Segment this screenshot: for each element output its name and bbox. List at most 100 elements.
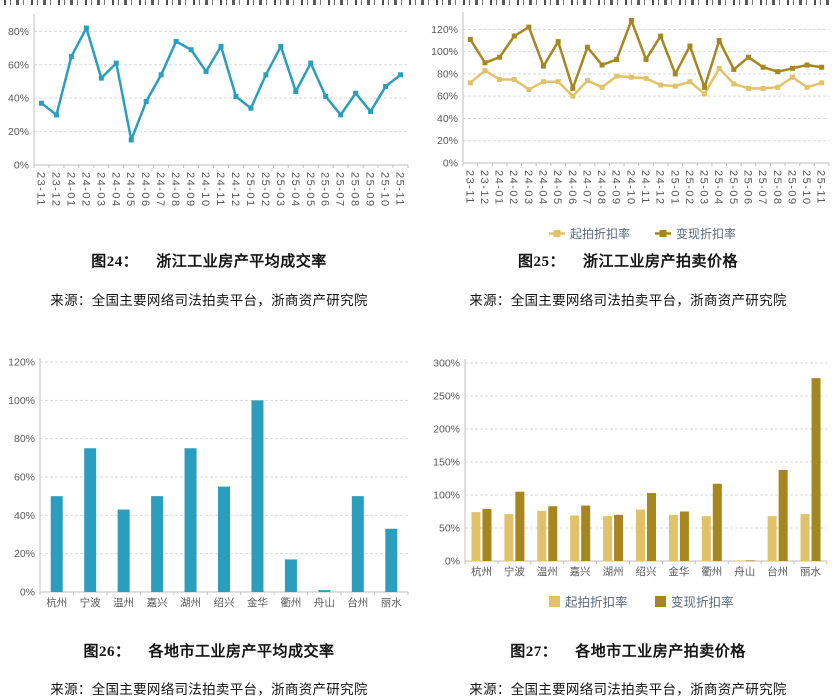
svg-text:24-03: 24-03 <box>94 172 106 208</box>
bar-chart-city-auction-price: 0% 50% 100% 150% 200% 250% 300% 杭州 宁波 温州 嘉兴 湖州 绍兴 金华衢… <box>433 358 828 610</box>
svg-text:25-01: 25-01 <box>668 170 680 206</box>
svg-text:25-05: 25-05 <box>304 172 316 208</box>
svg-text:湖州: 湖州 <box>180 597 201 609</box>
figure-24-panel: 0% 20% 40% 60% 80% 23-11 23-12 24-01 24-02 24-03 2… <box>2 6 416 318</box>
svg-text:0%: 0% <box>443 158 458 170</box>
figure-number: 图24： <box>91 254 139 270</box>
svg-text:20%: 20% <box>437 135 458 147</box>
svg-text:衢州: 衢州 <box>701 566 722 578</box>
line-chart-transaction-rate: 0%20%40%60%80%23-11 23-12 24-01 24-02 24-03 2… <box>8 14 409 208</box>
figure-number: 图25： <box>517 254 565 270</box>
svg-text:100%: 100% <box>8 395 35 407</box>
svg-text:250%: 250% <box>433 391 460 403</box>
svg-text:温州: 温州 <box>113 597 134 609</box>
svg-text:24-10: 24-10 <box>199 172 211 208</box>
svg-text:24-07: 24-07 <box>154 172 166 208</box>
svg-text:60%: 60% <box>14 472 35 484</box>
svg-text:80%: 80% <box>14 433 35 445</box>
svg-text:24-05: 24-05 <box>124 172 136 208</box>
svg-text:25-09: 25-09 <box>785 170 797 206</box>
svg-text:25-05: 25-05 <box>727 170 739 206</box>
figure-title: 浙江工业房产拍卖价格 <box>583 254 739 270</box>
svg-text:100%: 100% <box>431 46 458 58</box>
figure-title: 各地市工业房产平均成交率 <box>148 644 335 660</box>
figure-number: 图26： <box>83 644 131 660</box>
svg-text:40%: 40% <box>437 113 458 125</box>
figure-25-caption: 图25： 浙江工业房产拍卖价格 <box>421 250 835 271</box>
svg-text:25-04: 25-04 <box>289 172 301 208</box>
svg-text:24-09: 24-09 <box>610 170 622 206</box>
svg-text:23-11: 23-11 <box>34 172 46 207</box>
svg-text:20%: 20% <box>8 126 29 138</box>
svg-text:台州: 台州 <box>767 565 788 578</box>
bar-chart-city-transaction-rate: 0% 20% 40% 60% 80% 100% 120% 杭州 宁波 温州 嘉兴 湖州 绍兴 金华 衢州 舟山… <box>8 357 409 609</box>
svg-text:40%: 40% <box>14 510 35 522</box>
svg-text:24-04: 24-04 <box>537 170 549 206</box>
figure-24-caption: 图24： 浙江工业房产平均成交率 <box>2 250 416 271</box>
svg-text:温州: 温州 <box>537 566 558 578</box>
svg-text:25-06: 25-06 <box>319 172 331 208</box>
svg-text:25-10: 25-10 <box>800 170 812 206</box>
svg-text:变现折扣率: 变现折扣率 <box>671 595 734 610</box>
svg-text:衢州: 衢州 <box>280 597 301 609</box>
svg-text:24-02: 24-02 <box>507 170 519 206</box>
svg-text:舟山: 舟山 <box>314 596 335 609</box>
figure-number: 图27： <box>510 644 558 660</box>
figure-25-panel: 0% 20% 40% 60% 80% 100% 120% 23-11 23-12 24-01 24-… <box>421 6 835 318</box>
svg-text:23-12: 23-12 <box>49 172 61 208</box>
svg-text:嘉兴: 嘉兴 <box>147 596 168 609</box>
svg-text:绍兴: 绍兴 <box>636 565 657 578</box>
svg-text:200%: 200% <box>433 424 460 436</box>
svg-text:25-10: 25-10 <box>379 172 391 208</box>
svg-text:丽水: 丽水 <box>381 597 402 609</box>
svg-text:300%: 300% <box>433 358 460 370</box>
svg-text:24-01: 24-01 <box>64 172 76 208</box>
svg-text:25-02: 25-02 <box>259 172 271 208</box>
figure-26-caption: 图26： 各地市工业房产平均成交率 <box>2 640 416 661</box>
svg-text:台州: 台州 <box>347 596 368 609</box>
svg-text:金华: 金华 <box>247 596 268 609</box>
svg-text:40%: 40% <box>8 93 29 105</box>
svg-text:120%: 120% <box>431 24 458 36</box>
svg-text:23-12: 23-12 <box>478 170 490 206</box>
svg-text:24-06: 24-06 <box>139 172 151 208</box>
svg-text:60%: 60% <box>437 91 458 103</box>
svg-text:25-11: 25-11 <box>394 172 406 207</box>
svg-text:25-06: 25-06 <box>741 170 753 206</box>
svg-text:舟山: 舟山 <box>734 565 755 578</box>
svg-text:60%: 60% <box>8 59 29 71</box>
svg-text:25-03: 25-03 <box>274 172 286 208</box>
svg-text:150%: 150% <box>433 457 460 469</box>
svg-text:起拍折扣率: 起拍折扣率 <box>565 595 628 610</box>
svg-text:金华: 金华 <box>668 565 689 578</box>
svg-text:25-07: 25-07 <box>334 172 346 208</box>
svg-text:25-02: 25-02 <box>683 170 695 206</box>
svg-text:24-11: 24-11 <box>639 170 651 205</box>
figure-title: 各地市工业房产拍卖价格 <box>575 644 746 660</box>
svg-text:0%: 0% <box>20 587 35 599</box>
figure-27-caption: 图27： 各地市工业房产拍卖价格 <box>421 640 835 661</box>
svg-text:丽水: 丽水 <box>800 566 822 578</box>
svg-text:80%: 80% <box>437 68 458 80</box>
figure-26-source: 来源：全国主要网络司法拍卖平台，浙商资产研究院 <box>50 682 368 697</box>
svg-text:变现折扣率: 变现折扣率 <box>676 226 736 241</box>
svg-text:起拍折扣率: 起拍折扣率 <box>570 226 630 241</box>
svg-text:120%: 120% <box>8 357 35 369</box>
figure-27-panel: 0% 50% 100% 150% 200% 250% 300% 杭州 宁波 温州 嘉兴 湖州 绍兴 金华衢… <box>421 348 835 697</box>
figure-27-source: 来源：全国主要网络司法拍卖平台，浙商资产研究院 <box>469 682 787 697</box>
svg-text:24-01: 24-01 <box>493 170 505 206</box>
svg-text:0%: 0% <box>14 160 29 172</box>
svg-text:24-10: 24-10 <box>624 170 636 206</box>
svg-text:100%: 100% <box>433 490 460 502</box>
svg-text:50%: 50% <box>439 523 460 535</box>
svg-text:24-07: 24-07 <box>580 170 592 206</box>
svg-text:24-12: 24-12 <box>654 170 666 206</box>
svg-text:绍兴: 绍兴 <box>214 596 235 609</box>
svg-text:杭州: 杭州 <box>471 565 492 578</box>
svg-text:24-09: 24-09 <box>184 172 196 208</box>
figure-title: 浙江工业房产平均成交率 <box>156 254 327 270</box>
svg-text:20%: 20% <box>14 548 35 560</box>
svg-text:24-04: 24-04 <box>109 172 121 208</box>
svg-text:0%: 0% <box>445 556 460 568</box>
line-chart-auction-price: 0%20%40%60%80%100%120%23-11 23-12 24-01 24-… <box>431 12 830 241</box>
